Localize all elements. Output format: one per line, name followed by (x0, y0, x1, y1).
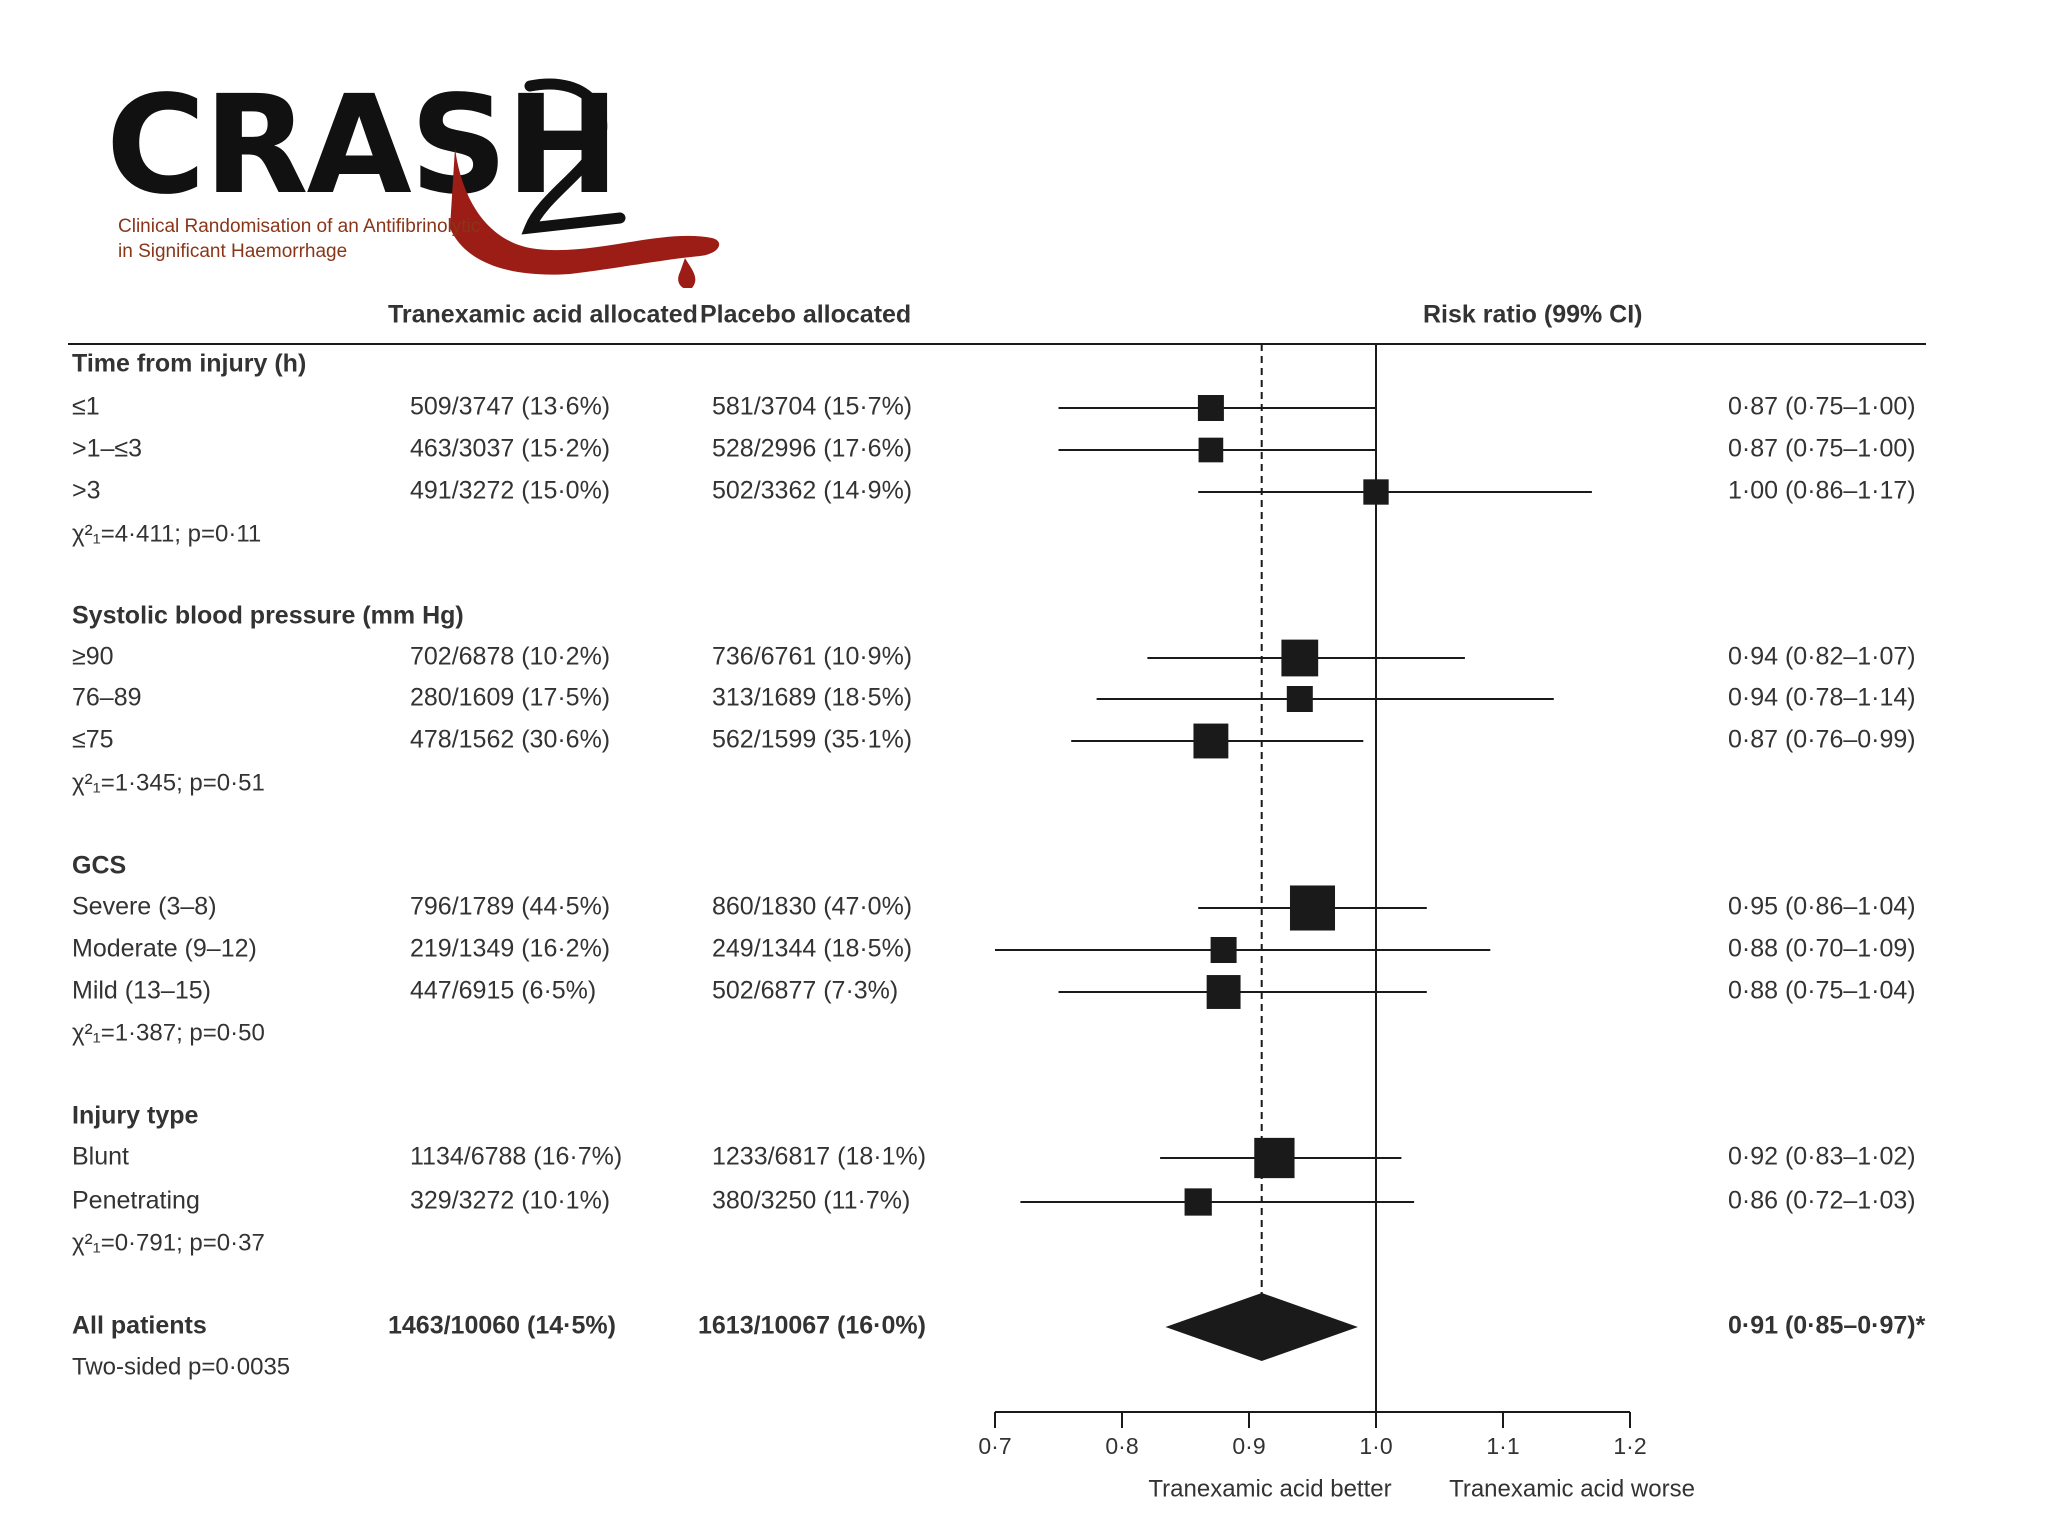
row-label: >3 (72, 477, 101, 505)
overall-label: All patients (72, 1312, 207, 1340)
row-risk-ratio-text: 0·87 (0·75–1·00) (1728, 393, 1916, 421)
row-placebo-value: 502/6877 (7·3%) (712, 977, 898, 1005)
heterogeneity-stat: χ²₁=1·387; p=0·50 (72, 1019, 265, 1046)
row-label: ≥90 (72, 643, 114, 671)
row-treatment-value: 478/1562 (30·6%) (410, 726, 610, 754)
heterogeneity-stat: χ²₁=0·791; p=0·37 (72, 1229, 265, 1256)
row-risk-ratio-text: 0·95 (0·86–1·04) (1728, 893, 1916, 921)
row-treatment-value: 463/3037 (15·2%) (410, 435, 610, 463)
row-treatment-value: 1134/6788 (16·7%) (410, 1143, 622, 1171)
point-estimate-square (1254, 1137, 1295, 1179)
row-risk-ratio-text: 0·88 (0·70–1·09) (1728, 935, 1916, 963)
group-title: Time from injury (h) (72, 350, 306, 378)
crash2-logo: CRASH Clinical Randomisation of an Antif… (100, 78, 740, 288)
row-risk-ratio-text: 1·00 (0·86–1·17) (1728, 477, 1916, 505)
row-label: Mild (13–15) (72, 977, 211, 1005)
row-label: ≤1 (72, 393, 100, 421)
heterogeneity-stat: χ²₁=4·411; p=0·11 (72, 520, 261, 547)
x-label-worse: Tranexamic acid worse (1449, 1475, 1695, 1502)
row-placebo-value: 502/3362 (14·9%) (712, 477, 912, 505)
row-placebo-value: 249/1344 (18·5%) (712, 935, 912, 963)
overall-p-value-note: Two-sided p=0·0035 (72, 1353, 290, 1380)
row-placebo-value: 313/1689 (18·5%) (712, 684, 912, 712)
row-risk-ratio-text: 0·86 (0·72–1·03) (1728, 1187, 1916, 1215)
row-risk-ratio-text: 0·87 (0·75–1·00) (1728, 435, 1916, 463)
point-estimate-square (1193, 723, 1229, 759)
row-treatment-value: 491/3272 (15·0%) (410, 477, 610, 505)
point-estimate-square (1206, 975, 1241, 1009)
row-risk-ratio-text: 0·87 (0·76–0·99) (1728, 726, 1916, 754)
row-treatment-value: 280/1609 (17·5%) (410, 684, 610, 712)
heterogeneity-stat: χ²₁=1·345; p=0·51 (72, 769, 265, 796)
row-placebo-value: 562/1599 (35·1%) (712, 726, 912, 754)
row-placebo-value: 528/2996 (17·6%) (712, 435, 912, 463)
logo-wordmark: CRASH (106, 67, 620, 225)
row-placebo-value: 581/3704 (15·7%) (712, 393, 912, 421)
row-label: >1–≤3 (72, 435, 142, 463)
row-placebo-value: 380/3250 (11·7%) (712, 1187, 910, 1215)
row-risk-ratio-text: 0·88 (0·75–1·04) (1728, 977, 1916, 1005)
x-axis-tick-label: 0·8 (1105, 1433, 1138, 1459)
overall-diamond (1165, 1293, 1358, 1361)
point-estimate-square (1198, 437, 1224, 463)
row-risk-ratio-text: 0·92 (0·83–1·02) (1728, 1143, 1916, 1171)
point-estimate-square (1197, 395, 1224, 421)
header-risk-ratio: Risk ratio (99% CI) (1423, 301, 1643, 329)
row-placebo-value: 1233/6817 (18·1%) (712, 1143, 926, 1171)
row-treatment-value: 702/6878 (10·2%) (410, 643, 610, 671)
row-placebo-value: 736/6761 (10·9%) (712, 643, 912, 671)
point-estimate-square (1289, 885, 1336, 931)
x-axis-tick-label: 1·0 (1359, 1433, 1392, 1459)
row-label: Blunt (72, 1143, 129, 1171)
row-treatment-value: 329/3272 (10·1%) (410, 1187, 610, 1215)
row-risk-ratio-text: 0·94 (0·78–1·14) (1728, 684, 1916, 712)
row-risk-ratio-text: 0·94 (0·82–1·07) (1728, 643, 1916, 671)
x-label-better: Tranexamic acid better (1148, 1475, 1391, 1502)
row-label: ≤75 (72, 726, 114, 754)
row-treatment-value: 447/6915 (6·5%) (410, 977, 596, 1005)
row-treatment-value: 509/3747 (13·6%) (410, 393, 610, 421)
row-label: Moderate (9–12) (72, 935, 257, 963)
logo-drip-two-icon (450, 78, 720, 288)
x-axis-tick-label: 1·1 (1486, 1433, 1519, 1459)
point-estimate-square (1281, 639, 1319, 677)
header-treatment: Tranexamic acid allocated (388, 301, 698, 329)
overall-placebo-value: 1613/10067 (16·0%) (698, 1312, 926, 1340)
x-axis-tick-label: 0·7 (978, 1433, 1011, 1459)
header-placebo: Placebo allocated (700, 301, 911, 329)
x-axis-tick-label: 0·9 (1232, 1433, 1265, 1459)
row-label: Severe (3–8) (72, 893, 217, 921)
overall-risk-ratio-text: 0·91 (0·85–0·97)* (1728, 1312, 1926, 1340)
row-treatment-value: 219/1349 (16·2%) (410, 935, 610, 963)
row-treatment-value: 796/1789 (44·5%) (410, 893, 610, 921)
point-estimate-square (1210, 937, 1237, 963)
x-axis-tick-label: 1·2 (1613, 1433, 1646, 1459)
overall-treatment-value: 1463/10060 (14·5%) (388, 1312, 616, 1340)
group-title: Injury type (72, 1102, 199, 1130)
point-estimate-square (1286, 686, 1313, 712)
logo-subtitle-line2: in Significant Haemorrhage (118, 241, 348, 262)
row-placebo-value: 860/1830 (47·0%) (712, 893, 912, 921)
logo-subtitle-line1: Clinical Randomisation of an Antifibrino… (118, 216, 481, 237)
group-title: Systolic blood pressure (mm Hg) (72, 602, 464, 630)
group-title: GCS (72, 852, 126, 880)
row-label: Penetrating (72, 1187, 200, 1215)
row-label: 76–89 (72, 684, 142, 712)
point-estimate-square (1184, 1188, 1212, 1216)
point-estimate-square (1363, 479, 1389, 505)
